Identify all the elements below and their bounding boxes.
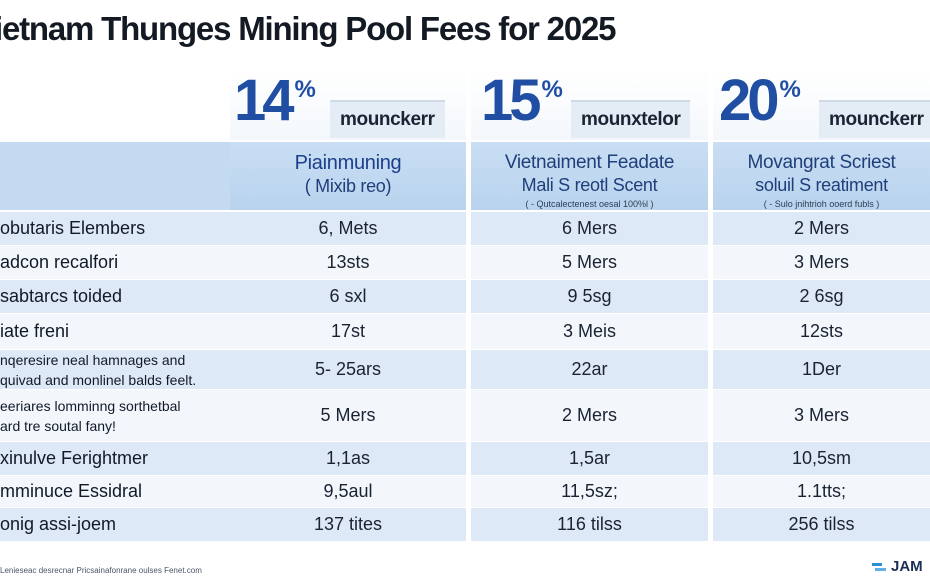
plan-unit: mounxtelor [571,100,691,138]
row-label-line: iate freni [0,321,70,341]
table-row: iate freni 17st 3 Meis 12sts [0,314,930,350]
column-title: Piainmuning [294,152,402,174]
row-label: onig assi-joem [0,508,230,541]
row-label-header [0,142,230,210]
column-divider [466,142,471,542]
row-label-line: xinulve Ferightmer [0,448,149,468]
table-cell: 5- 25ars [314,359,382,379]
table-cell: 1.1tts; [796,481,847,501]
column-title: Movangrat Scriest [747,152,896,173]
plan-header-1: 14% mounckerr [230,68,466,140]
row-label: obutaris Elembers [0,212,230,245]
row-label: nqeresire neal hamnages and quivad and mo… [0,350,230,389]
table-cell: 6 sxl [329,286,367,306]
plan-percent: 20% [719,68,801,133]
row-label: xinulve Ferightmer [0,442,230,475]
table-cell: 137 tites [313,514,383,534]
table-cell: 3 Mers [793,252,849,272]
table-cell: 10,5sm [791,448,852,468]
row-label: mminuce Essidral [0,476,230,507]
row-label-line: quivad and monlinel balds feelt. [0,371,197,388]
table-cell: 3 Meis [562,321,616,341]
row-label: sabtarcs toided [0,280,230,313]
table-row: obutaris Elembers 6, Mets 6 Mers 2 Mers [0,212,930,246]
table-cell: 3 Mers [793,405,849,425]
plan-percent: 15% [481,68,563,133]
table-cell: 2 Mers [793,218,849,238]
column-header-2: Vietnaiment Feadate Mali S reotl Scent (… [471,142,708,210]
row-label-line: eeriares lomminng sorthetbal [0,397,181,414]
row-label-line: adcon recalfori [0,252,119,272]
column-header-1: Piainmuning ( Mixib reo) [230,142,466,210]
plan-header-3: 20% mounckerr [713,68,930,140]
table-cell: 9 5sg [567,286,612,306]
row-label-line: ard tre soutal fany! [0,417,116,434]
logo-text: JAM [891,558,923,575]
brand-logo: JAM [872,558,923,575]
table-cell: 1Der [801,359,841,379]
row-label-line: mminuce Essidral [0,481,143,501]
table-row: eeriares lomminng sorthetbal ard tre sout… [0,390,930,442]
logo-icon [872,562,886,571]
table-cell: 2 Mers [561,405,617,425]
table-row: sabtarcs toided 6 sxl 9 5sg 2 6sg [0,280,930,314]
table-cell: 1,5ar [568,448,611,468]
row-label-line: onig assi-joem [0,514,117,534]
row-label: iate freni [0,314,230,349]
table-cell: 5 Mers [320,405,376,425]
table-cell: 6, Mets [318,218,378,238]
column-divider [708,142,713,542]
table-row: onig assi-joem 137 tites 116 tilss 256 tils… [0,508,930,542]
row-label-line: sabtarcs toided [0,286,123,306]
column-subtitle: ( Mixib reo) [304,176,392,196]
table-cell: 116 tilss [557,514,622,534]
table-row: mminuce Essidral 9,5aul 11,5sz; 1.1tts; [0,476,930,508]
table-cell: 256 tilss [788,514,855,534]
column-header-3: Movangrat Scriest soluil S reatiment ( -… [713,142,930,210]
page-title: ietnam Thunges Mining Pool Fees for 2025 [0,10,616,47]
column-note: ( - Qutcalectenest oesal 100%l ) [525,199,654,209]
table-cell: 6 Mers [561,218,617,238]
table-row: nqeresire neal hamnages and quivad and mo… [0,350,930,390]
column-title: Vietnaiment Feadate [504,152,675,173]
column-subtitle: soluil S reatiment [755,175,888,195]
plan-unit: mounckerr [330,100,445,138]
plan-percent: 14% [234,68,316,133]
row-label: eeriares lomminng sorthetbal ard tre sout… [0,390,230,441]
plan-unit: mounckerr [819,100,930,138]
table-cell: 12sts [799,321,844,341]
table-cell: 2 6sg [799,286,844,306]
column-subtitle: Mali S reotl Scent [521,175,658,195]
table-cell: 22ar [571,359,608,379]
table-row: xinulve Ferightmer 1,1as 1,5ar 10,5sm [0,442,930,476]
column-note: ( - Sulo jnihtrioh ooerd fubls ) [763,199,880,209]
table-row: adcon recalfori 13sts 5 Mers 3 Mers [0,246,930,280]
table-cell: 13sts [326,252,370,272]
table-cell: 5 Mers [561,252,617,272]
table-cell: 1,1as [325,448,371,468]
row-label-line: nqeresire neal hamnages and [0,351,186,368]
table-cell: 17st [330,321,366,341]
plan-header-2: 15% mounxtelor [471,68,708,140]
row-label-line: obutaris Elembers [0,218,146,238]
footnote: Lenieseac desrecnar Pricsainafonrane oul… [0,566,202,575]
table-cell: 11,5sz; [561,481,618,501]
table-cell: 9,5aul [323,481,373,501]
row-label: adcon recalfori [0,246,230,279]
